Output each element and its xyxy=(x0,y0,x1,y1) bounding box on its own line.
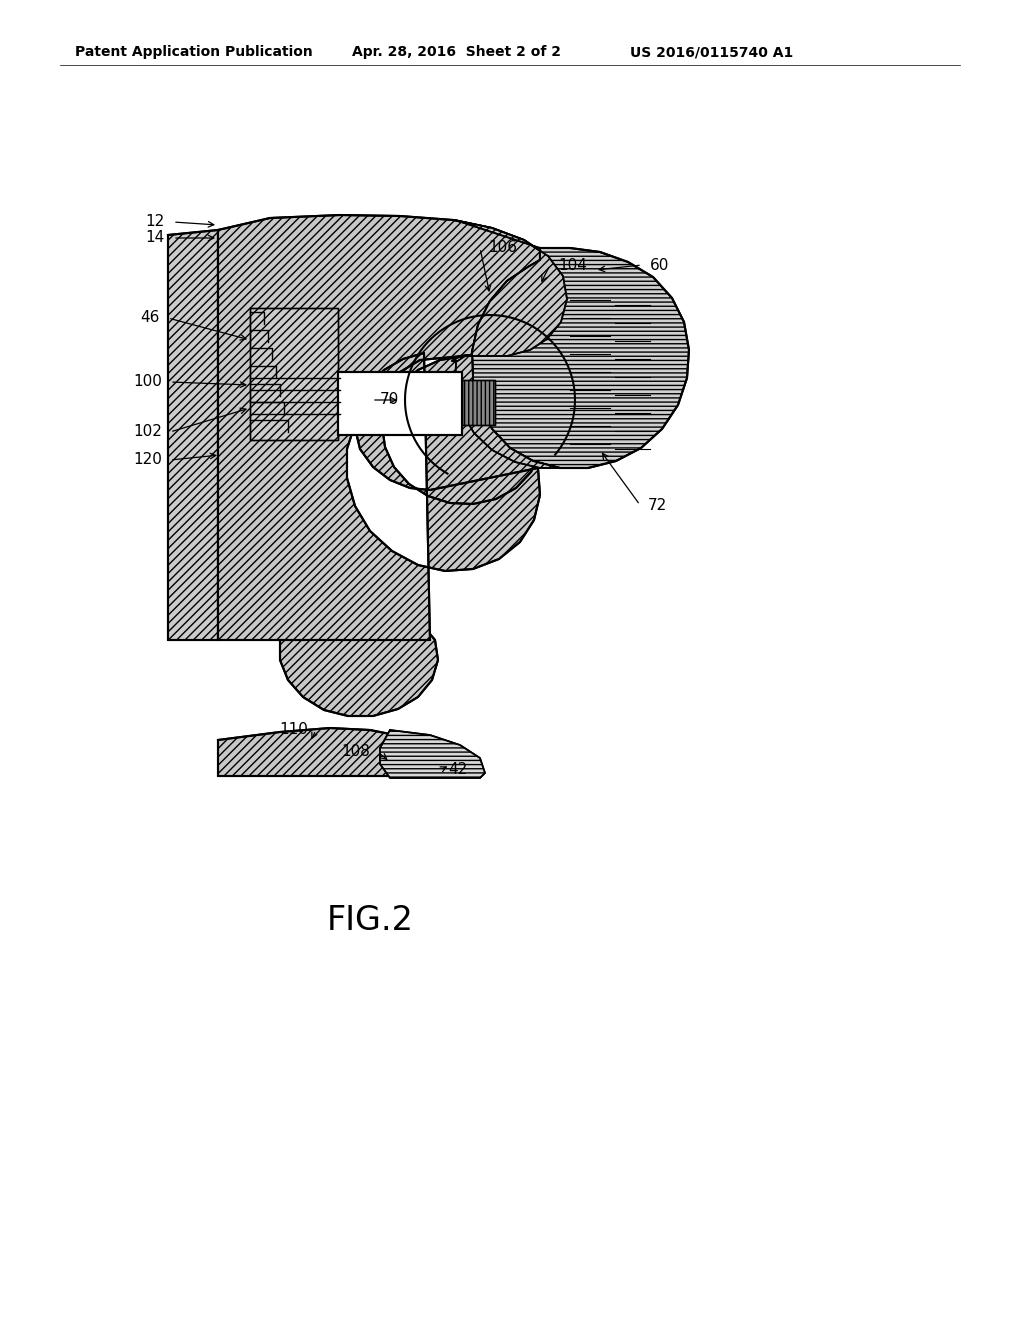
Text: 104: 104 xyxy=(558,257,587,272)
Polygon shape xyxy=(338,372,462,436)
Polygon shape xyxy=(168,230,218,640)
Text: Apr. 28, 2016  Sheet 2 of 2: Apr. 28, 2016 Sheet 2 of 2 xyxy=(352,45,561,59)
Polygon shape xyxy=(218,729,430,776)
Text: Patent Application Publication: Patent Application Publication xyxy=(75,45,312,59)
Text: 102: 102 xyxy=(133,425,162,440)
Text: 14: 14 xyxy=(145,231,165,246)
Polygon shape xyxy=(472,248,689,469)
Text: 72: 72 xyxy=(648,498,668,512)
Text: 46: 46 xyxy=(140,310,160,326)
Polygon shape xyxy=(218,215,567,640)
Polygon shape xyxy=(462,380,495,425)
Text: 100: 100 xyxy=(133,375,162,389)
Text: 110: 110 xyxy=(280,722,308,738)
Text: FIG.2: FIG.2 xyxy=(327,903,414,936)
Polygon shape xyxy=(218,590,438,715)
Text: 42: 42 xyxy=(449,763,467,777)
Text: 70: 70 xyxy=(380,392,399,408)
Text: 106: 106 xyxy=(488,240,517,256)
Text: US 2016/0115740 A1: US 2016/0115740 A1 xyxy=(630,45,794,59)
Text: 12: 12 xyxy=(145,214,165,230)
Polygon shape xyxy=(455,220,567,469)
Text: 60: 60 xyxy=(650,257,670,272)
Text: 120: 120 xyxy=(133,453,162,467)
Text: 108: 108 xyxy=(341,744,370,759)
Polygon shape xyxy=(380,730,485,777)
Polygon shape xyxy=(250,308,338,440)
Polygon shape xyxy=(218,310,250,640)
